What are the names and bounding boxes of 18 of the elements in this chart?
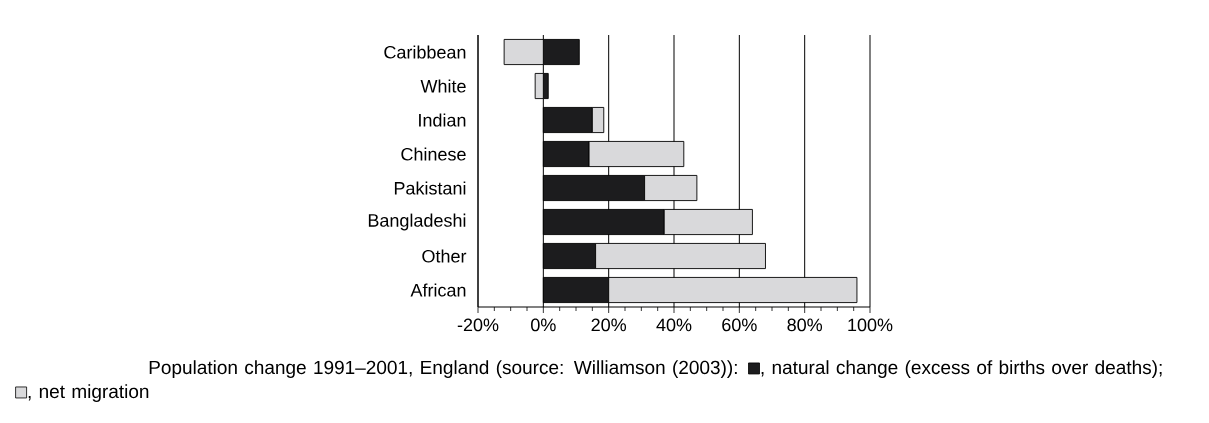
text: Population change 1991–2001, England (source: Williamson (2003)): bbox=[149, 360, 737, 378]
y-tick-label: White bbox=[420, 79, 466, 93]
y-tick-label: Other bbox=[422, 249, 467, 263]
x-tick-label: -20% bbox=[457, 318, 499, 332]
x-tick-label: 40% bbox=[656, 318, 692, 332]
x-tick-label: 60% bbox=[722, 318, 757, 332]
y-tick-label: Bangladeshi bbox=[368, 213, 466, 231]
y-tick-label: Indian bbox=[419, 113, 466, 127]
legend-label: , natural change (excess of births over deaths); bbox=[761, 360, 1162, 378]
x-tick-label: 80% bbox=[787, 318, 823, 332]
y-tick-label: Pakistani bbox=[394, 181, 466, 195]
y-tick-label: Caribbean bbox=[384, 45, 466, 59]
x-tick-label: 100% bbox=[848, 318, 893, 332]
legend-label: , net migration bbox=[28, 384, 149, 402]
y-tick-label: African bbox=[410, 283, 466, 297]
x-tick-label: 20% bbox=[591, 318, 627, 332]
y-tick-label: Chinese bbox=[401, 147, 466, 161]
x-tick-label: 0% bbox=[531, 318, 556, 332]
